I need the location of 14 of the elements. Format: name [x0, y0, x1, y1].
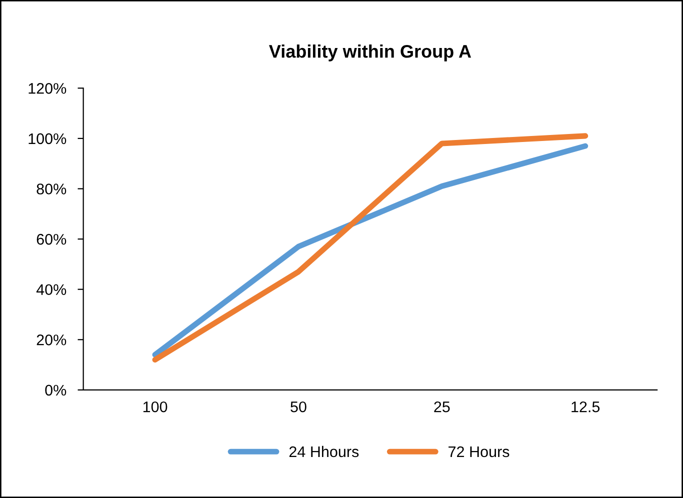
y-tick-label: 80% [36, 184, 66, 194]
y-tick-label: 120% [28, 83, 66, 94]
y-tick-label: 0% [45, 384, 66, 396]
x-tick-label: 50 [290, 401, 306, 412]
legend-label: 72 Hours [448, 446, 510, 458]
x-tick-label: 100 [143, 401, 168, 412]
chart-title: Viability within Group A [269, 44, 472, 62]
y-tick-label: 60% [36, 234, 66, 245]
x-tick-label: 12.5 [572, 401, 600, 412]
legend-label: 24 Hhours [289, 446, 359, 458]
x-tick-label: 25 [434, 401, 450, 412]
y-tick-label: 40% [36, 284, 66, 296]
y-tick-label: 100% [28, 133, 66, 144]
y-tick-label: 20% [36, 334, 66, 346]
